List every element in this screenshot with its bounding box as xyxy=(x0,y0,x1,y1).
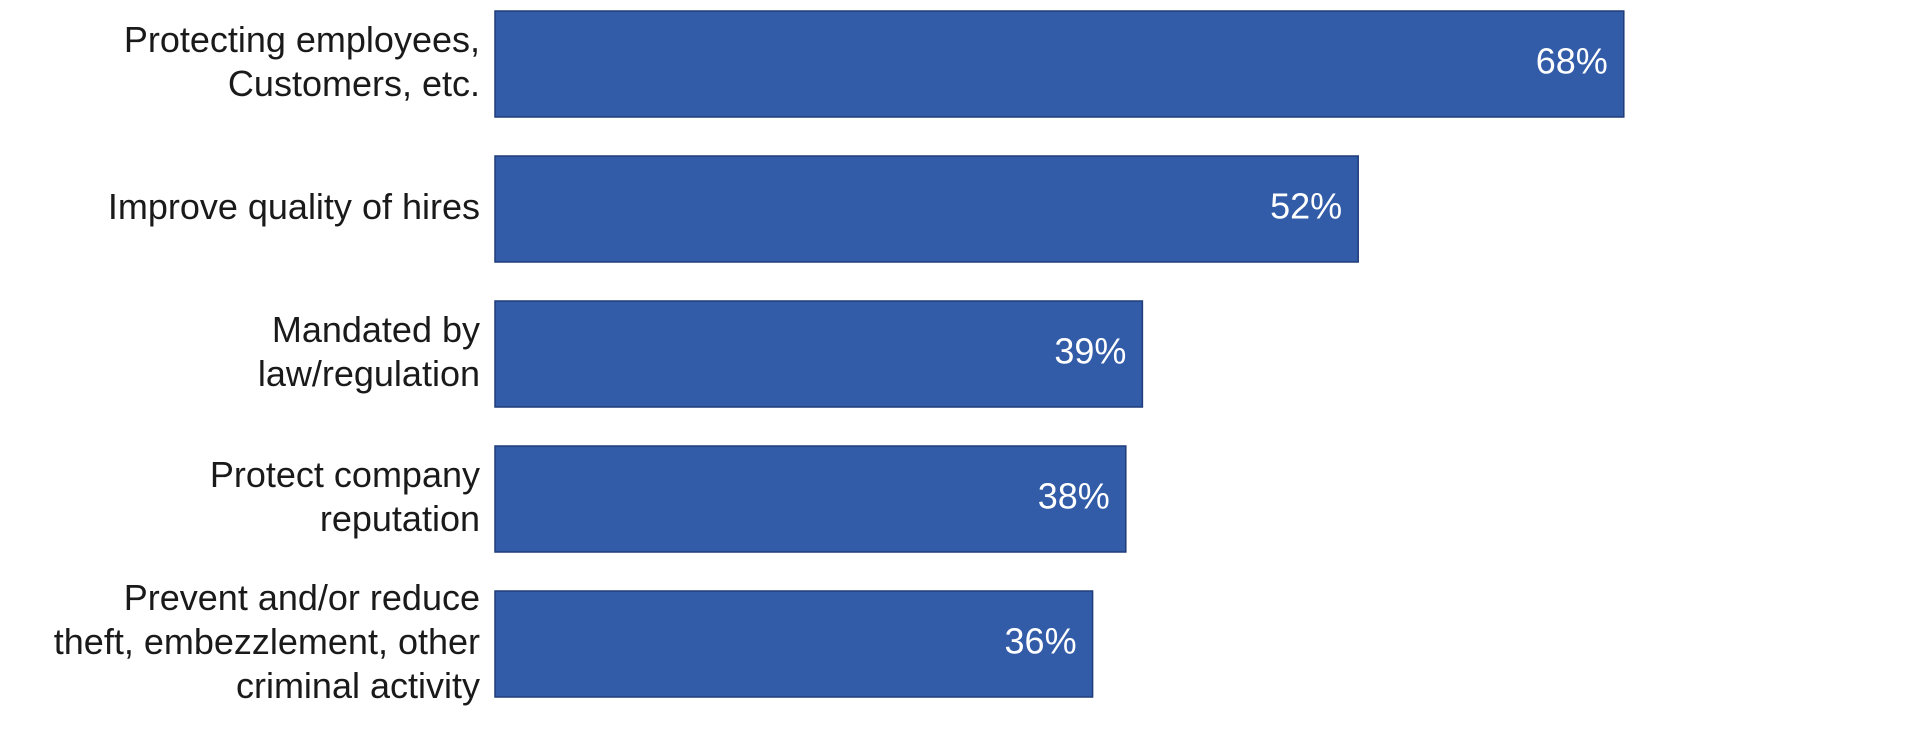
bar xyxy=(494,445,1127,553)
category-label: Protect company reputation xyxy=(210,454,480,539)
value-label: 52% xyxy=(1270,186,1342,227)
bar xyxy=(494,590,1094,698)
bar xyxy=(494,10,1625,118)
category-label: Prevent and/or reduce theft, embezzlement… xyxy=(54,577,480,706)
bar xyxy=(494,300,1144,408)
value-label: 68% xyxy=(1536,41,1608,82)
category-label: Mandated by law/regulation xyxy=(258,309,480,394)
value-label: 38% xyxy=(1038,476,1110,517)
category-label: Protecting employees, Customers, etc. xyxy=(124,19,480,104)
category-label: Improve quality of hires xyxy=(108,186,480,227)
value-label: 36% xyxy=(1005,621,1077,662)
value-label: 39% xyxy=(1054,331,1126,372)
bar xyxy=(494,155,1359,263)
